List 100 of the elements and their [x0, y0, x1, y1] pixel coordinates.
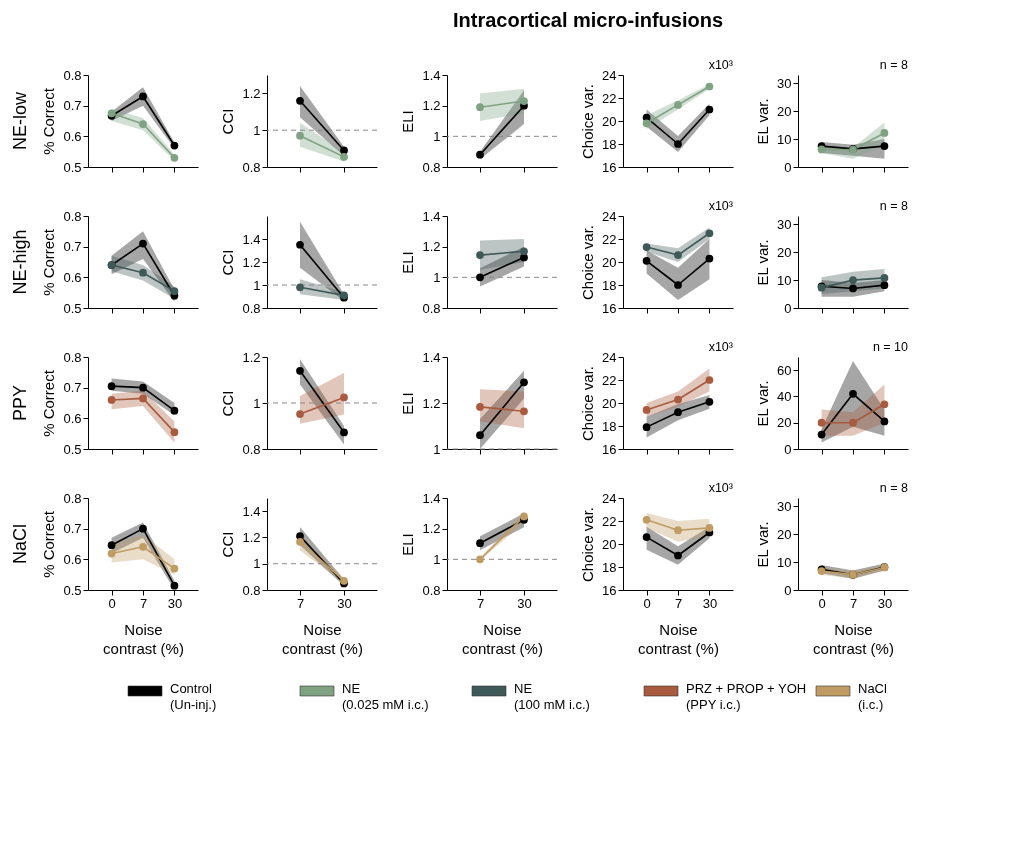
y-tick-label: 0.8 [242, 159, 261, 175]
y-tick-label: 0 [784, 582, 792, 598]
y-axis-title: EL var. [754, 380, 772, 427]
text: n = 8 [879, 481, 909, 495]
y-tick-label: 22 [602, 513, 617, 529]
y-tick-label: 16 [602, 441, 617, 457]
y-tick-label: 20 [777, 244, 792, 260]
x-axis-title: Noise contrast (%) [638, 620, 719, 657]
y-tick-label: 1 [433, 551, 441, 567]
y-tick-label: 1.2 [242, 349, 261, 365]
y-tick-label: 20 [602, 113, 617, 129]
y-axis-title: % Correct [40, 228, 58, 296]
y-axis-title: EL var. [754, 521, 772, 568]
y-tick-label: 1.2 [422, 98, 441, 114]
x-tick-label: 0 [108, 595, 116, 611]
y-tick-label: 1.4 [242, 231, 261, 247]
text: NE-high [9, 229, 30, 295]
y-tick-label: 60 [777, 362, 792, 378]
x-tick-label: 7 [849, 595, 858, 611]
y-tick-label: 10 [777, 131, 792, 147]
y-tick-label: 22 [602, 90, 617, 106]
x-axis-title: Noise contrast (%) [462, 620, 543, 657]
y-tick-label: 1.2 [242, 85, 261, 101]
text: x10³ [708, 481, 733, 495]
y-tick-label: 10 [777, 554, 792, 570]
text: x10³ [708, 199, 733, 213]
y-axis-title: ELI [399, 110, 417, 133]
y-tick-label: 1.2 [422, 521, 441, 537]
x-tick-label: 30 [877, 595, 893, 611]
y-tick-label: 1.2 [242, 254, 261, 270]
y-tick-label: 20 [777, 415, 792, 431]
y-tick-label: 0.7 [63, 239, 82, 255]
y-tick-label: 10 [777, 272, 792, 288]
y-tick-label: 22 [602, 231, 617, 247]
y-tick-label: 1 [253, 395, 261, 411]
text: x10³ [708, 340, 733, 354]
y-tick-label: 30 [777, 216, 792, 232]
y-axis-title: Choice var. [579, 506, 597, 583]
y-tick-label: 1 [253, 556, 261, 572]
legend-label: NaCl (i.c.) [858, 681, 888, 712]
y-tick-label: 0.7 [63, 521, 82, 537]
y-tick-label: 0.6 [63, 410, 82, 426]
y-tick-label: 0.8 [422, 159, 441, 175]
x-tick-label: 7 [296, 595, 305, 611]
x-axis-title: Noise contrast (%) [103, 620, 184, 657]
y-tick-label: 16 [602, 300, 617, 316]
y-tick-label: 1.2 [422, 239, 441, 255]
y-tick-label: 1 [253, 277, 261, 293]
y-tick-label: 20 [777, 526, 792, 542]
y-tick-label: 0 [784, 300, 792, 316]
y-axis-title: % Correct [40, 87, 58, 155]
y-tick-label: 20 [777, 103, 792, 119]
y-axis-title: ELI [399, 392, 417, 415]
y-tick-label: 30 [777, 75, 792, 91]
y-tick-label: 1.2 [242, 529, 261, 545]
y-axis-title: EL var. [754, 239, 772, 286]
y-tick-label: 1.2 [422, 395, 441, 411]
y-tick-label: 0.6 [63, 269, 82, 285]
y-tick-label: 18 [602, 559, 617, 575]
y-tick-label: 0.5 [63, 441, 82, 457]
y-tick-label: 0.7 [63, 98, 82, 114]
y-tick-label: 0.8 [242, 441, 261, 457]
y-tick-label: 0.5 [63, 582, 82, 598]
x-axis-title: Noise contrast (%) [813, 620, 894, 657]
y-tick-label: 0.6 [63, 128, 82, 144]
x-tick-label: 7 [139, 595, 148, 611]
y-tick-label: 1 [433, 441, 441, 457]
x-tick-label: 30 [517, 595, 532, 611]
x-tick-label: 7 [674, 595, 683, 611]
text: Intracortical micro-infusions [452, 9, 724, 31]
y-tick-label: 0.8 [63, 208, 82, 224]
y-axis-title: Choice var. [579, 224, 597, 301]
y-tick-label: 1.4 [422, 349, 441, 365]
y-tick-label: 24 [602, 67, 617, 83]
x-tick-label: 0 [643, 595, 651, 611]
y-tick-label: 22 [602, 372, 617, 388]
x-tick-label: 30 [702, 595, 718, 611]
y-tick-label: 1.4 [242, 503, 261, 519]
x-axis-title: Noise contrast (%) [282, 620, 363, 657]
y-tick-label: 16 [602, 159, 617, 175]
y-tick-label: 24 [602, 349, 617, 365]
text: n = 10 [872, 340, 909, 354]
y-tick-label: 1 [433, 269, 441, 285]
y-tick-label: 0.8 [242, 582, 261, 598]
y-tick-label: 0.5 [63, 300, 82, 316]
y-tick-label: 0 [784, 441, 792, 457]
y-axis-title: CCI [219, 249, 237, 276]
legend-label: NE (0.025 mM i.c.) [342, 681, 429, 712]
legend-label: NE (100 mM i.c.) [514, 681, 590, 712]
y-tick-label: 24 [602, 208, 617, 224]
x-tick-label: 0 [818, 595, 826, 611]
y-axis-title: CCI [219, 531, 237, 558]
y-tick-label: 1 [433, 128, 441, 144]
y-tick-label: 20 [602, 395, 617, 411]
y-tick-label: 20 [602, 254, 617, 270]
x-tick-label: 7 [476, 595, 485, 611]
y-axis-title: % Correct [40, 369, 58, 437]
y-axis-title: CCI [219, 108, 237, 135]
y-tick-label: 0.8 [242, 300, 261, 316]
y-tick-label: 16 [602, 582, 617, 598]
